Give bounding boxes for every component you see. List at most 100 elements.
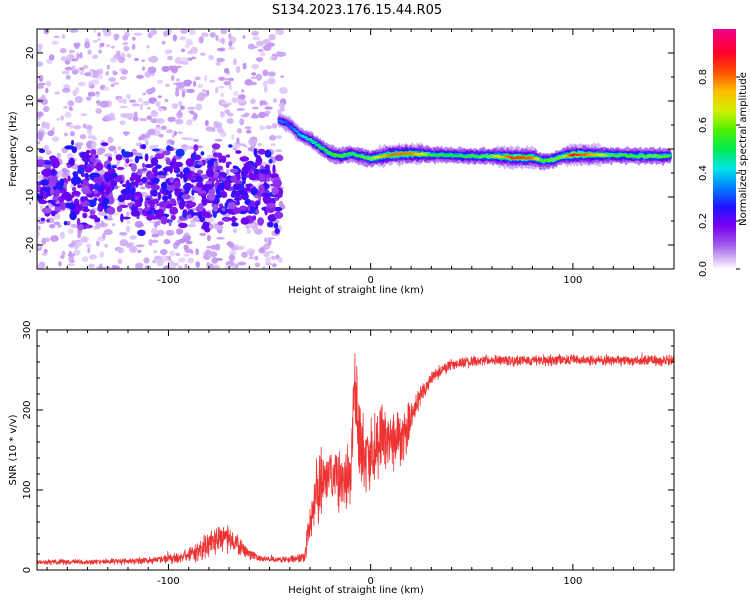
heatmap-cell <box>252 106 259 110</box>
heatmap-cell <box>86 243 91 248</box>
heatmap-cell <box>177 131 183 135</box>
heatmap-cell <box>50 235 59 242</box>
heatmap-cell <box>61 87 71 93</box>
snr-frame <box>36 329 675 571</box>
heatmap-cell <box>109 194 114 200</box>
heatmap-cell <box>167 116 176 123</box>
heatmap-cell <box>92 183 100 190</box>
heatmap-cell <box>212 204 219 212</box>
heatmap-cell <box>135 262 144 268</box>
heatmap-cell <box>113 82 120 85</box>
heatmap-cell <box>145 141 149 146</box>
heatmap-cell <box>106 163 112 170</box>
heatmap-cell <box>126 53 132 58</box>
heatmap-cell <box>122 35 129 41</box>
heatmap-cell <box>147 66 157 74</box>
heatmap-cell <box>133 111 138 118</box>
heatmap-cell <box>80 236 89 243</box>
heatmap-cell <box>288 125 294 128</box>
heatmap-cell <box>43 144 49 151</box>
heatmap-cell <box>73 249 81 256</box>
heatmap-cell <box>228 144 233 148</box>
heatmap-cell <box>120 113 130 118</box>
heatmap-cell <box>82 208 90 213</box>
heatmap-cell <box>252 36 260 41</box>
heatmap-cell <box>272 55 276 59</box>
heatmap-cell <box>123 45 130 52</box>
heatmap-cell <box>233 197 242 201</box>
heatmap-cell <box>215 61 221 66</box>
heatmap-cell <box>110 83 115 88</box>
heatmap-cell <box>138 196 144 204</box>
heatmap-cell <box>147 106 151 110</box>
heatmap-cell <box>201 211 211 217</box>
heatmap-cell <box>104 243 109 248</box>
heatmap-cell <box>273 211 284 219</box>
heatmap-cell <box>150 191 157 195</box>
heatmap-cell <box>54 204 62 213</box>
heatmap-cell <box>125 225 131 233</box>
heatmap-cell <box>74 87 80 94</box>
heatmap-cell <box>111 165 117 169</box>
heatmap-cell <box>188 214 192 219</box>
heatmap-cell <box>151 148 160 152</box>
heatmap-cell <box>181 137 189 140</box>
heatmap-cell <box>167 192 172 200</box>
heatmap-cell <box>170 214 176 221</box>
heatmap-cell <box>247 146 256 152</box>
heatmap-cell <box>50 188 55 196</box>
heatmap-cell <box>138 181 144 186</box>
heatmap-cell <box>156 79 164 85</box>
y-tick-label: 0 <box>25 146 36 152</box>
heatmap-cell <box>249 200 255 207</box>
heatmap-cell <box>169 164 173 174</box>
heatmap-cell <box>266 202 276 208</box>
heatmap-cell <box>175 252 181 257</box>
heatmap-cell <box>65 74 71 80</box>
heatmap-cell <box>262 266 266 269</box>
heatmap-cell <box>142 162 146 169</box>
heatmap-cell <box>217 152 223 160</box>
heatmap-cell <box>61 172 70 178</box>
heatmap-cell <box>250 98 256 105</box>
heatmap-cell <box>208 217 215 223</box>
heatmap-cell <box>265 125 273 129</box>
heatmap-cell <box>267 238 272 246</box>
heatmap-cell <box>142 66 146 71</box>
y-tick-label: 100 <box>22 480 33 499</box>
heatmap-cell <box>156 258 163 266</box>
heatmap-cell <box>87 247 91 254</box>
heatmap-cell <box>79 52 83 59</box>
heatmap-cell <box>61 250 66 257</box>
heatmap-cell <box>338 155 344 158</box>
heatmap-cell <box>212 152 219 158</box>
heatmap-cell <box>313 141 318 144</box>
heatmap-cell <box>59 178 65 184</box>
heatmap-cell <box>249 206 256 211</box>
heatmap-cell <box>79 133 87 140</box>
heatmap-cell <box>37 43 43 50</box>
heatmap-cell <box>423 152 428 155</box>
heatmap-cell <box>80 173 86 177</box>
heatmap-cell <box>235 180 243 185</box>
heatmap-cell <box>226 112 234 117</box>
heatmap-cell <box>106 44 110 47</box>
heatmap-cell <box>90 149 97 156</box>
heatmap-cell <box>270 173 279 179</box>
heatmap-cell <box>252 225 259 232</box>
heatmap-cell <box>104 215 108 220</box>
heatmap-cell <box>216 47 225 52</box>
heatmap-cell <box>332 152 337 156</box>
heatmap-cell <box>227 201 237 210</box>
heatmap-cell <box>274 154 284 162</box>
heatmap-cell <box>51 40 59 45</box>
heatmap-cell <box>63 181 67 189</box>
heatmap-cell <box>119 239 128 247</box>
heatmap-cell <box>150 177 160 184</box>
heatmap-cell <box>309 139 315 142</box>
heatmap-cell <box>250 114 260 119</box>
heatmap-cell <box>102 232 106 240</box>
heatmap-cell <box>37 225 41 231</box>
y-tick-label: 20 <box>25 47 36 60</box>
heatmap-cell <box>198 203 204 212</box>
